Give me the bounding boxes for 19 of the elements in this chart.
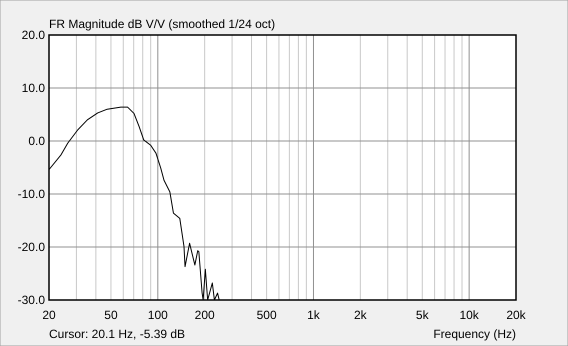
x-axis-title: Frequency (Hz) — [433, 327, 516, 341]
y-tick-label: -30.0 — [18, 293, 46, 307]
text: Cursor: 20.1 Hz, -5.39 dB — [49, 327, 186, 341]
x-tick-label: 500 — [256, 308, 277, 322]
x-tick-label: 10k — [459, 308, 480, 322]
x-tick-label: 5k — [416, 308, 430, 322]
x-tick-label: 2k — [354, 308, 368, 322]
x-tick-label: 200 — [194, 308, 215, 322]
x-tick-label: 50 — [104, 308, 118, 322]
y-tick-label: -10.0 — [18, 187, 46, 201]
chart-title: FR Magnitude dB V/V (smoothed 1/24 oct) — [49, 17, 276, 31]
y-tick-label: 10.0 — [22, 81, 46, 95]
y-tick-label: 20.0 — [22, 28, 46, 42]
y-tick-label: -20.0 — [18, 240, 46, 254]
x-tick-label: 20 — [42, 308, 56, 322]
x-tick-label: 100 — [148, 308, 168, 322]
x-tick-label: 1k — [307, 308, 321, 322]
x-tick-label: 20k — [506, 308, 527, 322]
y-tick-label: 0.0 — [28, 134, 46, 148]
